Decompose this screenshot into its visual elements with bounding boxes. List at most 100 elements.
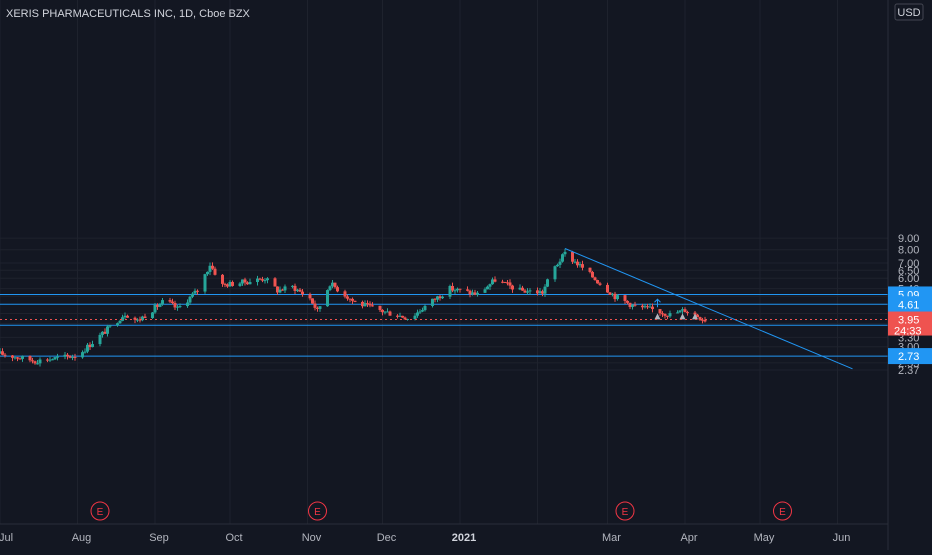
- x-tick-label: Jul: [0, 532, 13, 544]
- candle-body: [81, 352, 84, 358]
- candle-body: [28, 356, 32, 361]
- candle-body: [388, 311, 392, 316]
- candle-body: [556, 264, 559, 267]
- candle-body: [406, 318, 409, 320]
- candle-body: [398, 315, 402, 317]
- candle-body: [466, 289, 469, 291]
- candle-body: [643, 306, 647, 308]
- candle-body: [36, 363, 39, 365]
- candle-body: [416, 312, 419, 316]
- candle-body: [623, 295, 627, 301]
- x-tick-label: Mar: [602, 532, 621, 544]
- candle-body: [508, 282, 512, 286]
- candle-body: [276, 286, 279, 293]
- candle-body: [681, 309, 684, 311]
- signal-triangle: [692, 313, 698, 320]
- candle-body: [173, 302, 177, 308]
- candle-body: [683, 309, 687, 313]
- candle-body: [588, 267, 592, 272]
- candle-body: [13, 357, 17, 359]
- candle-body: [651, 306, 654, 310]
- candle-body: [206, 271, 209, 275]
- y-tick-label: 7.00: [898, 258, 919, 270]
- candle-body: [168, 300, 172, 302]
- candle-body: [261, 279, 264, 281]
- candle-body: [543, 286, 547, 294]
- candle-body: [228, 281, 232, 287]
- currency-badge[interactable]: USD: [894, 3, 924, 21]
- trendline[interactable]: [564, 248, 853, 370]
- candle-body: [641, 305, 644, 308]
- candle-body: [453, 290, 457, 292]
- candle-body: [506, 282, 509, 284]
- candle-body: [433, 298, 437, 300]
- candle-body: [396, 315, 399, 317]
- candle-body: [648, 306, 652, 308]
- candle-body: [538, 291, 542, 294]
- candle-body: [143, 316, 147, 319]
- candle-body: [103, 331, 107, 334]
- candle-body: [488, 284, 492, 287]
- candle-body: [473, 292, 477, 295]
- time-axis[interactable]: Jul Aug Sep Oct Nov Dec 2021 Mar Apr May Jun: [0, 532, 850, 544]
- candle-body: [578, 264, 582, 266]
- candle-body: [606, 284, 609, 293]
- candle-body: [336, 287, 339, 292]
- candle-body: [591, 271, 594, 278]
- candle-body: [386, 311, 389, 313]
- candle-body: [291, 285, 294, 287]
- candle-body: [243, 279, 247, 283]
- candle-body: [98, 334, 102, 345]
- earnings-marker: [90, 501, 110, 521]
- candle-body: [526, 291, 529, 293]
- candle-body: [348, 298, 352, 300]
- candle-body: [161, 300, 164, 305]
- x-tick-label: Apr: [680, 532, 697, 544]
- candle-body: [53, 357, 57, 360]
- candle-body: [221, 274, 224, 284]
- candle-body: [423, 305, 427, 311]
- candle-body: [0, 351, 2, 354]
- candle-body: [88, 344, 92, 348]
- candle-body: [626, 300, 629, 303]
- candle-body: [421, 310, 424, 312]
- candle-body: [126, 315, 129, 318]
- candle-body: [486, 286, 489, 290]
- candle-body: [561, 254, 564, 262]
- candle-body: [573, 261, 577, 263]
- x-tick-label: Oct: [225, 532, 242, 544]
- level-label: 4.61: [898, 299, 919, 311]
- candle-body: [558, 261, 562, 265]
- horizontal-levels: [0, 293, 888, 357]
- earnings-label: E: [97, 507, 104, 518]
- candle-body: [413, 315, 417, 319]
- candle-body: [371, 305, 374, 307]
- signal-triangle: [679, 313, 686, 320]
- candle-body: [301, 291, 304, 295]
- candle-body: [541, 291, 544, 294]
- candle-body: [153, 304, 157, 313]
- signal-triangle: [654, 313, 661, 320]
- candle-body: [211, 265, 214, 269]
- candle-body: [658, 309, 662, 314]
- candle-body: [366, 303, 369, 305]
- candle-body: [231, 281, 234, 286]
- candle-body: [468, 290, 472, 295]
- grid: [0, 0, 888, 524]
- candle-body: [68, 356, 72, 358]
- candle-body: [438, 296, 442, 299]
- candle-body: [133, 317, 137, 320]
- candle-body: [141, 316, 144, 321]
- earnings-marker: [615, 501, 635, 521]
- candle-body: [451, 285, 454, 291]
- candle-body: [476, 292, 479, 295]
- candle-body: [296, 289, 299, 291]
- candle-body: [246, 282, 249, 285]
- candle-body: [521, 287, 524, 291]
- candle-body: [318, 306, 322, 309]
- candle-body: [66, 354, 69, 357]
- candle-body: [256, 278, 259, 283]
- candle-body: [483, 289, 487, 293]
